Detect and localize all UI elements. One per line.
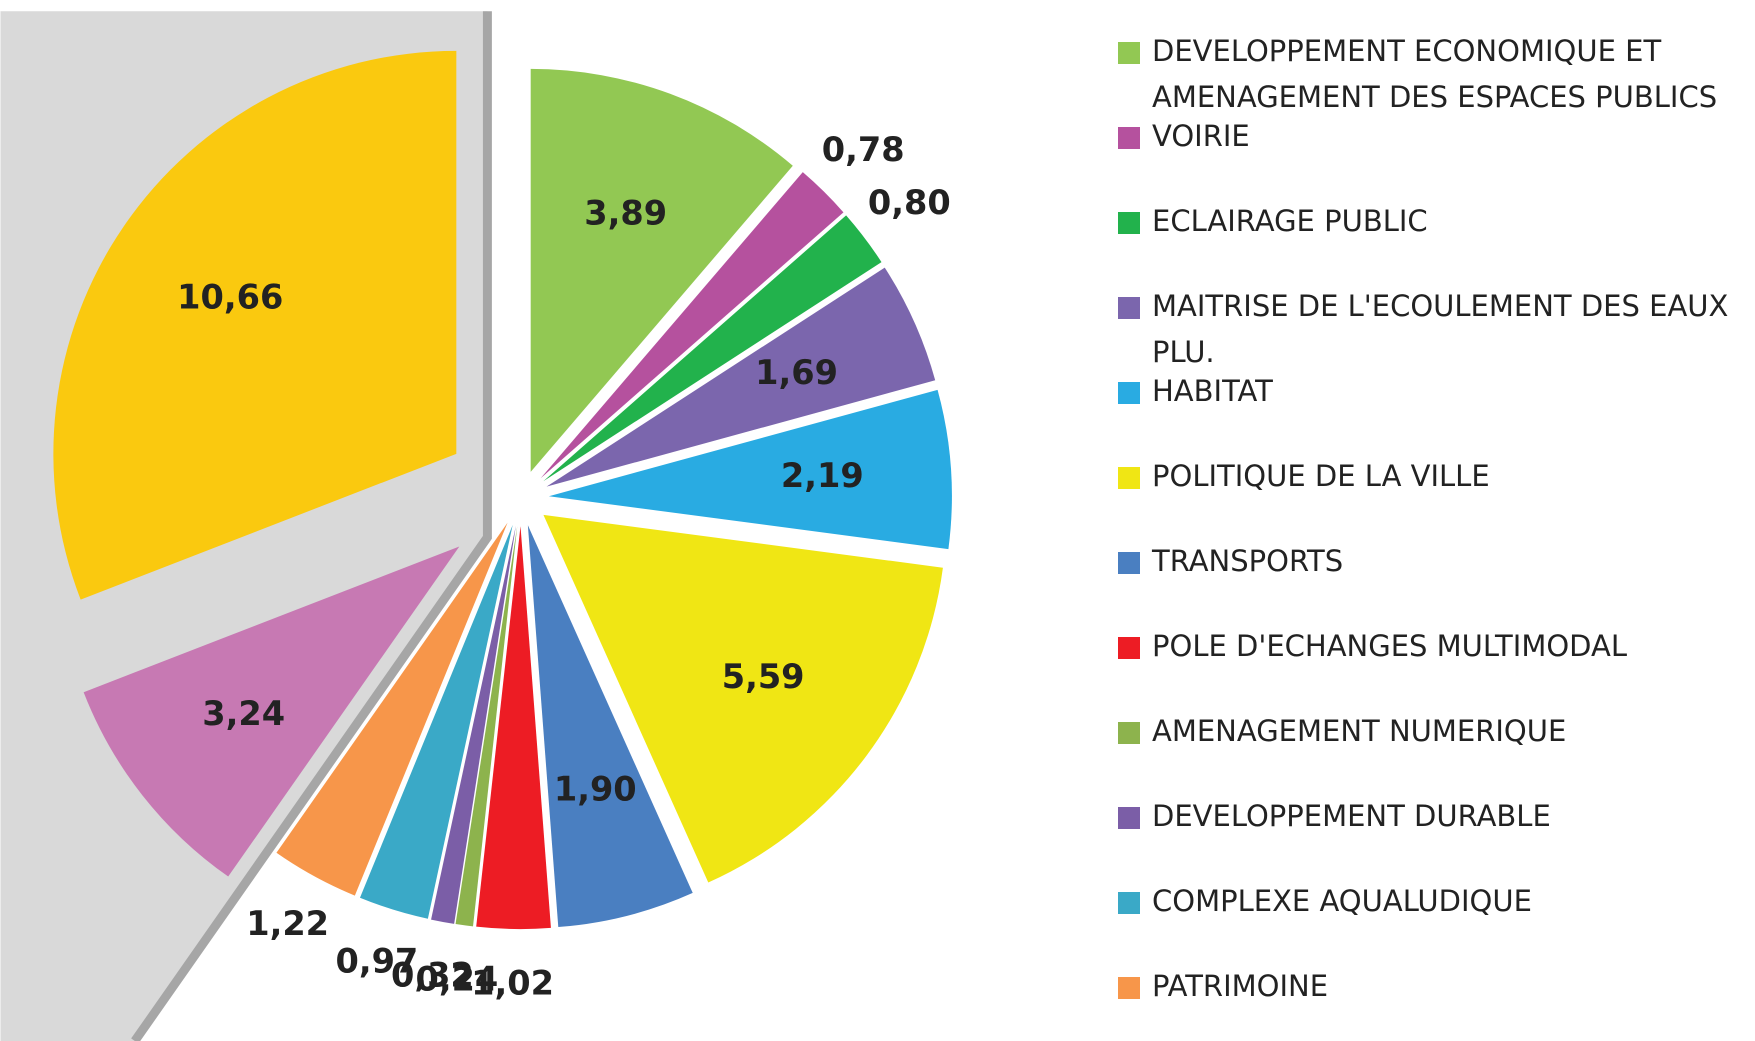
- pie-slice: [276, 522, 508, 896]
- value-label: 0,80: [868, 183, 951, 222]
- legend-label: POLE D'ECHANGES MULTIMODAL: [1152, 629, 1627, 663]
- legend-label: MAITRISE DE L'ECOULEMENT DES EAUX PLU.: [1152, 289, 1729, 369]
- legend-item: MAITRISE DE L'ECOULEMENT DES EAUX PLU.: [1118, 283, 1754, 375]
- pie-slice: [476, 526, 551, 930]
- value-label: 0,78: [822, 130, 905, 169]
- value-label: 10,66: [177, 278, 283, 317]
- legend-label: DEVELOPPEMENT ECONOMIQUE ET AMENAGEMENT …: [1152, 34, 1718, 114]
- legend-label: DEVELOPPEMENT DURABLE: [1152, 799, 1551, 833]
- pie-slice: [543, 514, 943, 883]
- pie-slice: [548, 389, 952, 550]
- legend-item: DEVELOPPEMENT DURABLE: [1118, 793, 1754, 839]
- legend-swatch: [1118, 127, 1140, 149]
- legend-swatch: [1118, 382, 1140, 404]
- value-label: 0,32: [391, 955, 474, 994]
- pie-slice: [527, 525, 693, 928]
- pie-slice: [431, 525, 516, 924]
- value-label: 1,02: [471, 963, 554, 1002]
- legend-swatch: [1118, 977, 1140, 999]
- legend-item: PATRIMOINE: [1118, 963, 1754, 1009]
- panel-edge: [131, 11, 492, 1041]
- legend-swatch: [1118, 212, 1140, 234]
- legend-label: POLITIQUE DE LA VILLE: [1152, 459, 1490, 493]
- legend-item: POLITIQUE DE LA VILLE: [1118, 453, 1754, 499]
- legend-swatch: [1118, 722, 1140, 744]
- value-label: 3,24: [202, 694, 285, 733]
- legend-item: VOIRIE: [1118, 113, 1754, 159]
- legend-item: POLE D'ECHANGES MULTIMODAL: [1118, 623, 1754, 669]
- legend-item: ECLAIRAGE PUBLIC: [1118, 198, 1754, 244]
- legend-item: HABITAT: [1118, 368, 1754, 414]
- legend-swatch: [1118, 297, 1140, 319]
- legend-item: DEVELOPPEMENT ECONOMIQUE ET AMENAGEMENT …: [1118, 28, 1754, 120]
- legend-label: PATRIMOINE: [1152, 969, 1329, 1003]
- legend-swatch: [1118, 892, 1140, 914]
- value-label: 5,59: [722, 657, 805, 696]
- legend-label: VOIRIE: [1152, 119, 1250, 153]
- legend-label: ECLAIRAGE PUBLIC: [1152, 204, 1428, 238]
- value-label: 2,19: [781, 456, 864, 495]
- value-label: 1,69: [755, 353, 838, 392]
- legend-label: AMENAGEMENT NUMERIQUE: [1152, 714, 1567, 748]
- pie-slice: [540, 172, 844, 479]
- legend-item: TRANSPORTS: [1118, 538, 1754, 584]
- value-label: 0,97: [335, 942, 418, 981]
- value-label: 3,89: [584, 193, 667, 232]
- legend-item: AMENAGEMENT NUMERIQUE: [1118, 708, 1754, 754]
- legend-swatch: [1118, 42, 1140, 64]
- legend-item: COMPLEXE AQUALUDIQUE: [1118, 878, 1754, 924]
- legend-label: HABITAT: [1152, 374, 1273, 408]
- value-label: 1,22: [246, 904, 329, 943]
- legend-label: COMPLEXE AQUALUDIQUE: [1152, 884, 1532, 918]
- pie-slice: [83, 546, 460, 877]
- legend-swatch: [1118, 552, 1140, 574]
- legend-label: TRANSPORTS: [1152, 544, 1344, 578]
- value-label: 1,90: [554, 769, 637, 808]
- pie-slice: [359, 524, 513, 919]
- pie-slice: [543, 215, 882, 482]
- value-label: 0,24: [415, 959, 498, 998]
- pie-slice: [53, 50, 457, 600]
- pie-slice: [546, 267, 936, 487]
- legend-swatch: [1118, 807, 1140, 829]
- pie-slice: [530, 68, 793, 472]
- pie-slice: [455, 525, 518, 927]
- legend-swatch: [1118, 637, 1140, 659]
- legend-swatch: [1118, 467, 1140, 489]
